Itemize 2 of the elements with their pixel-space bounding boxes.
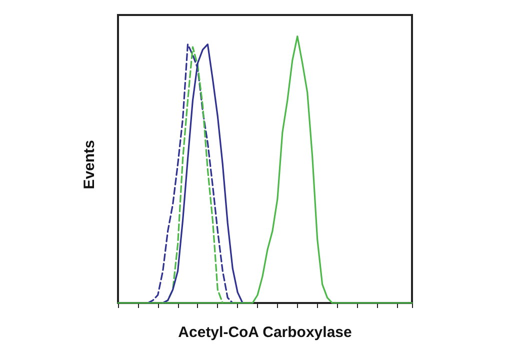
x-axis-title: Acetyl-CoA Carboxylase — [178, 324, 352, 341]
y-axis-title: Events — [81, 140, 98, 190]
